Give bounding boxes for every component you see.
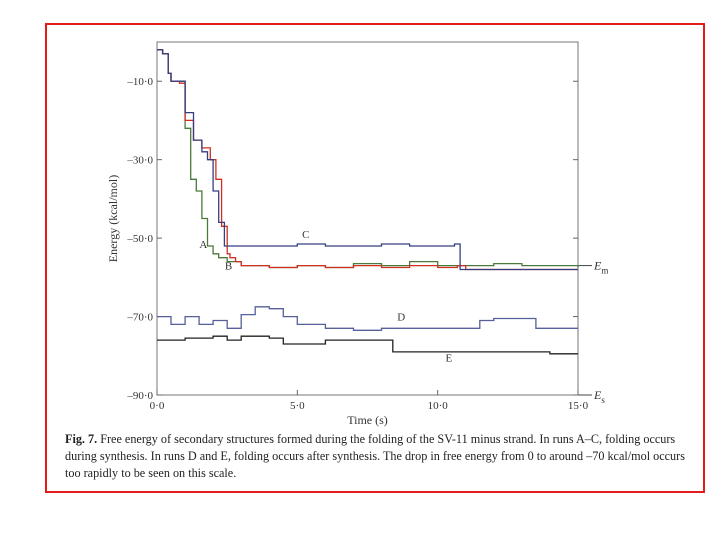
series-line (157, 49, 579, 269)
y-tick-label: –50·0 (126, 233, 153, 245)
y-tick-label: –70·0 (126, 312, 153, 324)
series-line (157, 306, 578, 331)
x-tick-label: 5·0 (290, 400, 305, 412)
y-tick-label: –30·0 (126, 155, 153, 167)
caption-label: Fig. 7. (65, 432, 98, 446)
series-annotation: A (199, 239, 207, 251)
y-tick-label: –10·0 (126, 76, 153, 88)
series-annotation: D (397, 311, 405, 323)
series-annotation: C (302, 229, 309, 241)
y-axis-label: Energy (kcal/mol) (106, 175, 120, 262)
chart-axes: –10·0 –30·0 –50·0 –70·0 –90·00·0 5·0 10·0 15·0 T… (106, 41, 608, 427)
x-tick-label: 10·0 (428, 400, 449, 412)
x-axis-label: Time (s) (347, 413, 388, 427)
y-tick-label: –90·0 (126, 390, 153, 402)
chart-series (157, 49, 579, 355)
series-line (157, 49, 578, 271)
figure-caption: Fig. 7. Free energy of secondary structu… (65, 431, 695, 482)
series-annotation: B (225, 260, 232, 272)
series-line (157, 49, 578, 271)
chart-annotations: A B C D E (199, 229, 452, 365)
reference-line-label: Es (593, 388, 605, 405)
figure-frame (45, 23, 705, 493)
x-tick-label: 0·0 (150, 400, 165, 412)
x-tick-label: 15·0 (568, 400, 589, 412)
series-annotation: E (446, 353, 453, 365)
reference-line-label: Em (593, 259, 608, 276)
caption-text: Free energy of secondary structures form… (65, 432, 685, 480)
series-line (157, 335, 578, 355)
plot-border (156, 41, 579, 396)
